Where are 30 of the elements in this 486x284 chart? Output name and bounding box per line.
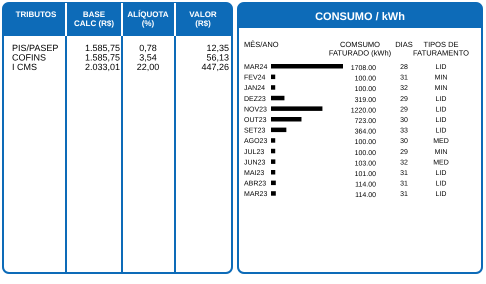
text: 3,54 [139, 52, 157, 62]
text: 2.033,01 [84, 62, 120, 72]
text: 447,26 [201, 62, 229, 72]
text: I CMS [12, 62, 38, 72]
bar [271, 96, 284, 100]
bar [271, 148, 276, 154]
bar [271, 138, 276, 143]
text: TRIBUTOS [16, 10, 58, 19]
text: 56,13 [206, 52, 229, 62]
text: 12,35 [206, 43, 229, 53]
text: 0,78 [139, 43, 157, 53]
bar [271, 85, 276, 90]
text: ALÍQUOTA (%) [127, 9, 169, 28]
text: 1.585,75 [84, 52, 120, 62]
bar [271, 180, 276, 186]
bar [271, 117, 302, 122]
bar [271, 191, 276, 196]
bar [271, 106, 322, 111]
text: 22,00 [136, 62, 160, 72]
bar [271, 128, 286, 132]
text: COFINS [12, 52, 46, 62]
text: BASE CALC (R$) [74, 10, 114, 28]
bar [271, 64, 343, 68]
bar [271, 159, 276, 164]
text: 1.585,75 [84, 43, 120, 53]
bar [271, 74, 276, 80]
text: PIS/PASEP [12, 43, 58, 53]
text: VALOR (R$) [189, 10, 217, 28]
bar [271, 170, 276, 174]
chart-title: CONSUMO / kWh [315, 11, 406, 23]
